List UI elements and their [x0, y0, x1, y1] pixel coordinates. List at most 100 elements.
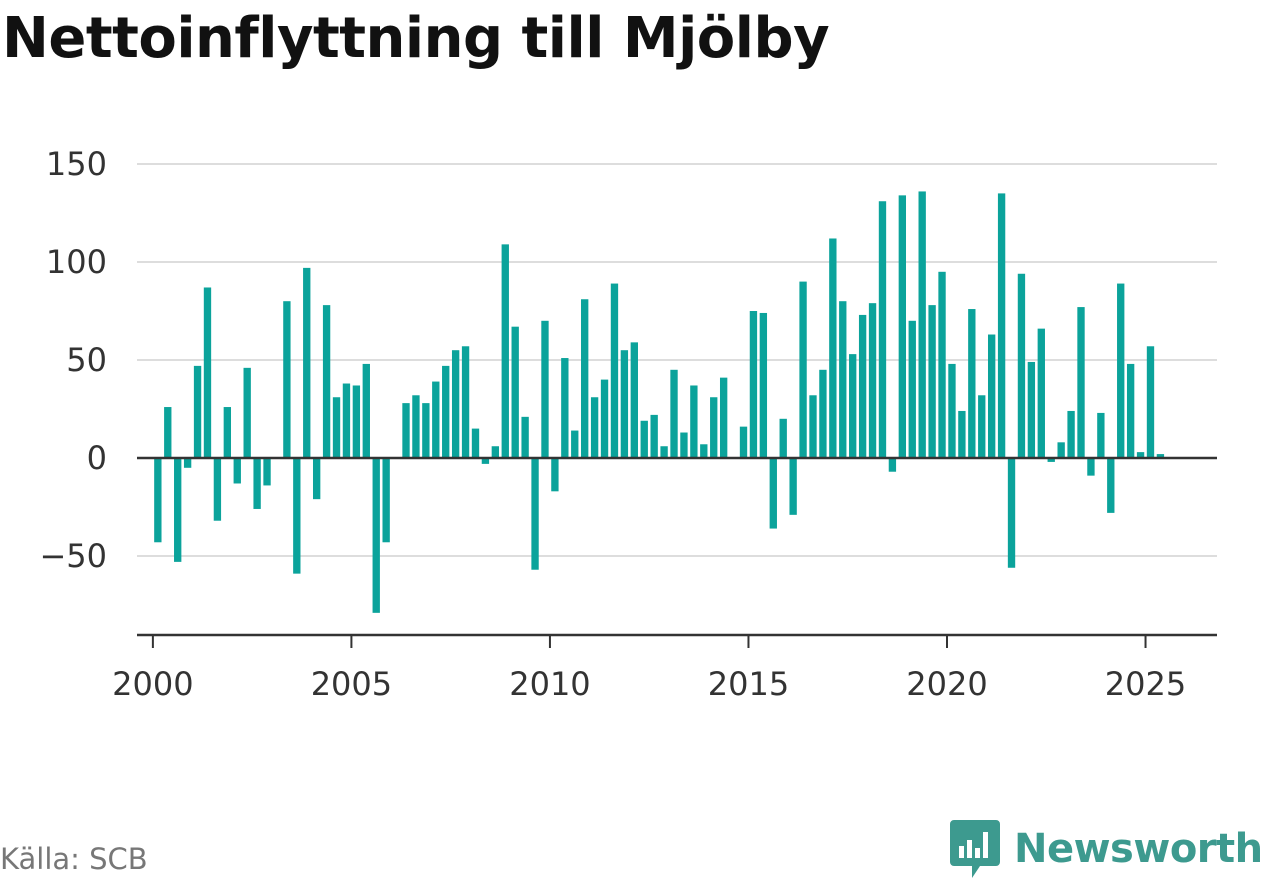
bar: [312, 458, 321, 500]
bar: [332, 397, 341, 458]
bar: [362, 363, 370, 458]
bar: [154, 458, 162, 543]
bars: [154, 191, 1165, 613]
bar: [908, 320, 916, 458]
bar: [819, 369, 827, 458]
bar: [223, 407, 232, 458]
bar: [303, 267, 311, 458]
bar: [1007, 458, 1016, 568]
bar: [868, 303, 877, 458]
bar: [432, 381, 440, 458]
bar: [213, 458, 222, 521]
bar: [630, 342, 638, 458]
bar: [690, 385, 698, 458]
bar: [1057, 442, 1065, 458]
bar: [610, 283, 619, 458]
bar: [243, 367, 251, 458]
bar: [551, 458, 559, 492]
bar: [1117, 283, 1125, 458]
bar: [829, 238, 837, 458]
bar: [1067, 410, 1075, 458]
source-label: Källa: SCB: [0, 842, 148, 876]
bar: [581, 299, 589, 458]
bar: [987, 334, 996, 458]
bar: [322, 305, 331, 458]
bar: [1077, 307, 1085, 458]
bar: [422, 403, 430, 458]
x-tick-label: 2010: [509, 665, 590, 703]
bar: [183, 458, 192, 468]
y-tick-label: 50: [66, 341, 107, 379]
y-tick-label: 100: [46, 243, 107, 281]
bar: [799, 281, 807, 458]
bar: [1027, 361, 1036, 458]
bar: [660, 446, 668, 458]
bar: [352, 385, 361, 458]
bar: [283, 301, 291, 458]
bar: [541, 320, 549, 458]
bar: [1156, 454, 1165, 458]
bar: [749, 311, 758, 458]
bar: [1037, 328, 1045, 458]
bar: [372, 458, 380, 613]
bar: [978, 395, 986, 458]
bar: [531, 458, 539, 570]
bar: [600, 379, 609, 458]
bar: [858, 314, 867, 458]
chart-title: Nettoinflyttning till Mjölby: [2, 6, 830, 71]
bar: [680, 432, 688, 458]
grid-lines: [137, 163, 1217, 557]
bar: [442, 365, 450, 458]
bar: [501, 244, 509, 458]
bar: [1146, 346, 1155, 458]
bar: [1097, 412, 1105, 458]
bar: [1017, 273, 1026, 458]
bar: [888, 458, 897, 472]
x-tick-label: 2000: [112, 665, 193, 703]
y-tick-label: 150: [46, 145, 107, 183]
y-tick-labels: −50 0 50 100 150: [39, 145, 107, 575]
bar: [928, 305, 936, 458]
bar: [293, 458, 301, 574]
bar: [719, 377, 728, 458]
bar: [670, 369, 678, 458]
bar: [590, 397, 599, 458]
bar: [412, 395, 420, 458]
bar: [958, 410, 966, 458]
bar: [938, 271, 946, 458]
bar: [521, 416, 529, 458]
bar: [710, 397, 718, 458]
bar: [164, 407, 172, 458]
axes: [137, 456, 1217, 648]
bar: [918, 191, 926, 458]
bar: [1126, 363, 1135, 458]
x-tick-labels: 2000 2005 2010 2015 2020 2025: [112, 665, 1186, 703]
bar: [402, 403, 410, 458]
x-tick-label: 2005: [311, 665, 392, 703]
brand-name: Newsworthy: [1014, 826, 1262, 872]
bar: [193, 365, 202, 458]
bar: [253, 458, 261, 509]
bar: [948, 363, 956, 458]
bar: [481, 458, 490, 464]
bar: [451, 350, 460, 458]
bar: [898, 195, 907, 459]
bar: [174, 458, 182, 562]
bar: [809, 395, 817, 458]
bar-chart-bubble-icon: [950, 820, 1000, 878]
bar: [342, 383, 351, 458]
bar: [203, 287, 212, 458]
bar: [382, 458, 390, 543]
bar: [700, 444, 708, 458]
bar: [1107, 458, 1115, 513]
brand-logo: Newsworthy: [950, 820, 1262, 878]
bar: [769, 458, 777, 529]
bar: [1087, 458, 1095, 476]
bar: [759, 312, 768, 458]
bar: [1136, 452, 1145, 458]
bar: [461, 346, 470, 458]
bar: [650, 414, 658, 458]
bar: [849, 354, 857, 458]
bar: [1047, 458, 1055, 462]
